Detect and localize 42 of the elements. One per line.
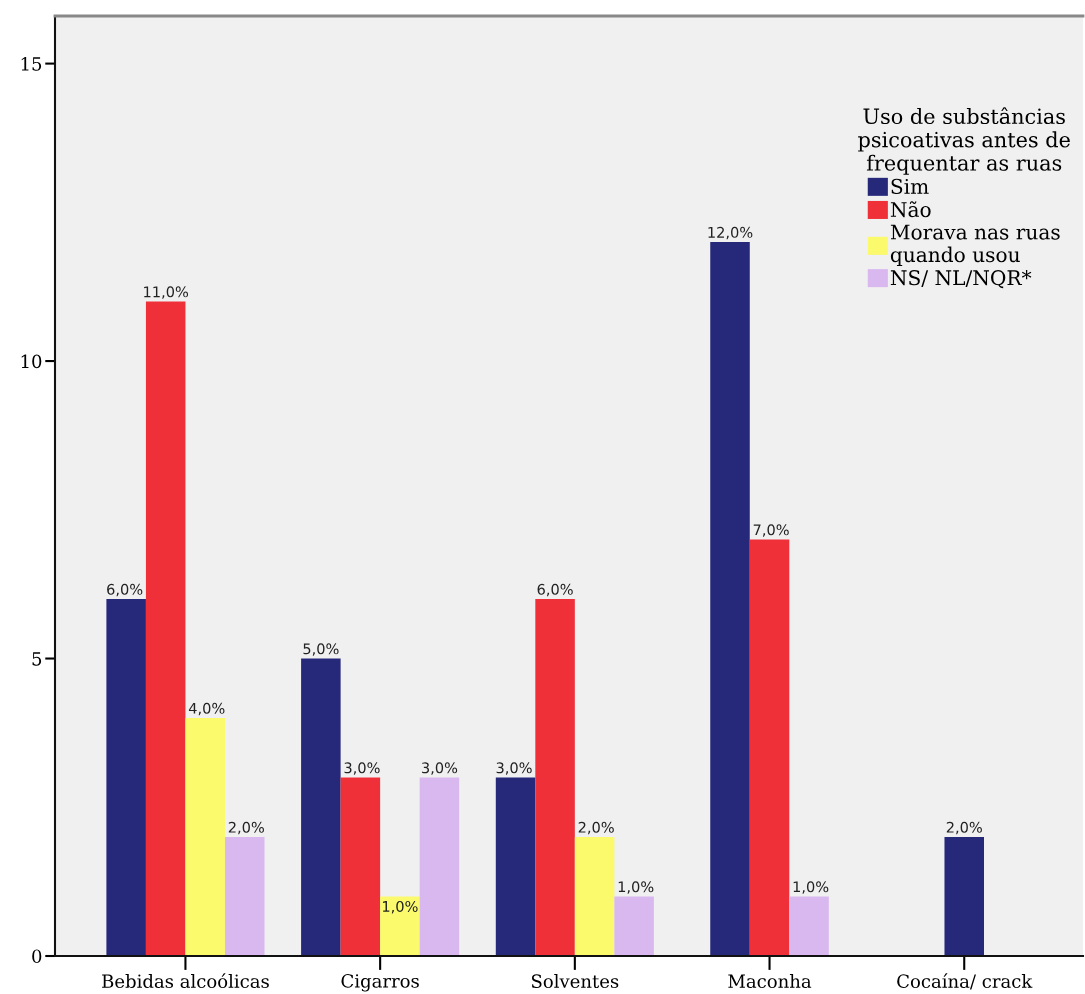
bar	[301, 658, 341, 956]
data-label: 5,0%	[303, 643, 339, 656]
data-label: 4,0%	[188, 702, 225, 716]
data-label: 1,0%	[382, 900, 418, 914]
bar	[106, 599, 146, 956]
data-label: 6,0%	[107, 583, 143, 597]
legend-title: Uso de substâncias psicoativas antes de frequentar as ruas	[858, 107, 1070, 175]
bar	[574, 837, 615, 956]
y-tick-label: 10	[21, 354, 42, 369]
data-label: 2,0%	[228, 821, 264, 835]
x-tick-label: Maconha	[728, 974, 812, 989]
data-label: 12,0%	[708, 226, 753, 240]
bar	[145, 301, 186, 956]
x-tick-label: Solventes	[531, 974, 619, 989]
bar	[380, 896, 420, 956]
x-tick-label: Bebidas alcoólicas	[102, 973, 269, 989]
y-tick-label: 5	[32, 652, 42, 666]
x-tick-label: Cocaína/ crack	[897, 973, 1033, 990]
bar	[224, 837, 265, 956]
bar	[535, 599, 575, 956]
data-label: 11,0%	[144, 286, 189, 299]
data-label: 3,0%	[496, 762, 532, 775]
data-label: 6,0%	[537, 583, 573, 597]
x-tick-label: Cigarros	[341, 974, 419, 992]
data-label: 1,0%	[793, 881, 829, 894]
data-label: 2,0%	[578, 821, 614, 835]
data-label: 2,0%	[946, 821, 982, 835]
bar	[340, 777, 381, 956]
bar	[614, 896, 654, 956]
legend-label: Sim	[891, 178, 929, 195]
data-label: 3,0%	[344, 762, 380, 775]
legend-label: Morava nas ruas quando usou	[890, 224, 1060, 267]
legend-label: NS/ NL/NQR*	[890, 270, 1032, 289]
data-label: 1,0%	[618, 881, 654, 894]
y-tick-label: 0	[32, 949, 42, 964]
bar	[185, 718, 225, 956]
legend-label: Não	[890, 201, 931, 218]
bar	[495, 777, 536, 956]
y-tick-label: 15	[21, 57, 42, 71]
bar	[419, 777, 460, 956]
data-label: 3,0%	[422, 762, 458, 775]
data-label: 7,0%	[753, 524, 789, 537]
